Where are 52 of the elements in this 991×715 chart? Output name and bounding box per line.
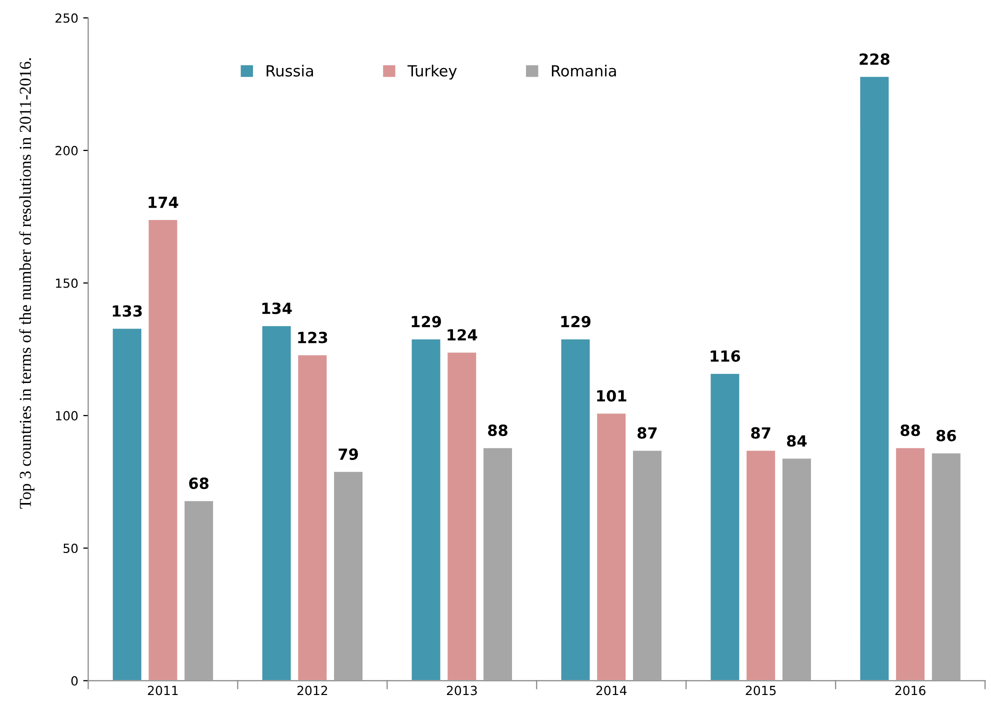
data-label: 129 bbox=[561, 316, 590, 328]
data-label: 87 bbox=[638, 427, 657, 439]
bar bbox=[858, 76, 890, 681]
x-tick-label: 2015 bbox=[746, 686, 776, 696]
bar bbox=[183, 500, 214, 681]
data-label: 79 bbox=[338, 448, 358, 460]
data-label: 88 bbox=[488, 424, 508, 436]
legend-label: Turkey bbox=[407, 64, 457, 80]
bar bbox=[632, 449, 663, 681]
data-label: 174 bbox=[148, 196, 178, 208]
bar bbox=[260, 324, 292, 681]
x-tick-label: 2014 bbox=[596, 686, 627, 696]
data-label: 129 bbox=[412, 316, 441, 328]
y-tick-label: 50 bbox=[64, 544, 78, 554]
data-label: 84 bbox=[787, 435, 807, 447]
x-tick-label: 2013 bbox=[446, 686, 477, 696]
bar bbox=[296, 354, 328, 681]
data-label: 133 bbox=[112, 305, 142, 317]
data-label: 86 bbox=[936, 430, 956, 442]
data-label: 116 bbox=[710, 350, 740, 362]
data-label: 124 bbox=[448, 329, 478, 340]
x-tick-label: 2012 bbox=[297, 686, 328, 696]
bar bbox=[596, 412, 628, 681]
bar bbox=[410, 338, 442, 681]
data-label: 88 bbox=[900, 424, 920, 436]
bar bbox=[111, 327, 143, 681]
y-tick-label: 200 bbox=[56, 146, 78, 156]
bar bbox=[446, 351, 478, 681]
data-label: 123 bbox=[298, 332, 328, 344]
y-tick-label: 100 bbox=[56, 411, 78, 420]
bar bbox=[147, 218, 179, 681]
y-tick-label: 250 bbox=[56, 13, 78, 23]
data-label: 134 bbox=[262, 302, 292, 314]
bar bbox=[930, 452, 962, 681]
bar bbox=[482, 446, 514, 681]
y-tick-label: 150 bbox=[56, 278, 78, 288]
bar bbox=[781, 457, 812, 681]
bar bbox=[709, 372, 741, 681]
x-tick-label: 2016 bbox=[895, 686, 926, 696]
data-label: 87 bbox=[751, 427, 770, 439]
bar bbox=[560, 338, 592, 681]
y-tick-label: 0 bbox=[71, 676, 78, 686]
bar bbox=[745, 449, 776, 681]
x-tick-label: 2011 bbox=[148, 686, 178, 696]
data-label: 101 bbox=[597, 390, 626, 402]
legend-label: Romania bbox=[552, 64, 616, 77]
legend-label: Russia bbox=[266, 64, 313, 77]
bar bbox=[894, 446, 926, 681]
y-axis-title: Top 3 countries in terms of the number of resolutions in 2011-2016. bbox=[19, 58, 34, 509]
bar bbox=[332, 470, 364, 681]
data-label: 68 bbox=[189, 478, 208, 490]
data-label: 228 bbox=[860, 53, 890, 65]
